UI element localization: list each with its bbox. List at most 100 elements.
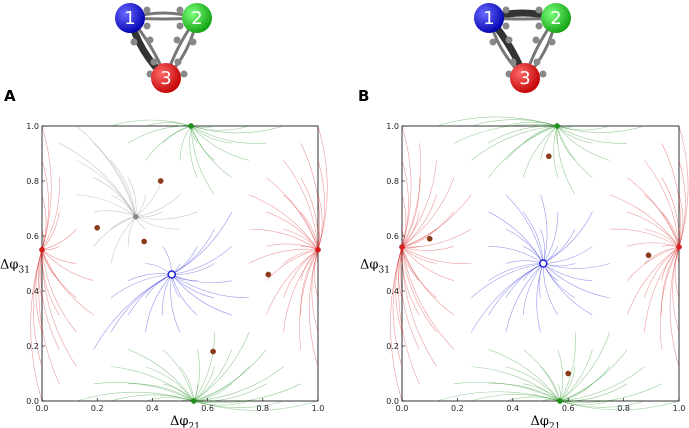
flow-line [609, 194, 680, 248]
flow-line [266, 211, 319, 250]
flow-line [317, 125, 328, 250]
flow-line [644, 228, 680, 248]
flow-line [397, 246, 403, 298]
network-dot [174, 58, 182, 66]
flow-line [59, 142, 137, 217]
flow-line [248, 194, 319, 250]
flow-line [559, 366, 610, 402]
x-tick-label: 0.4 [506, 404, 519, 413]
flow-line [556, 125, 576, 161]
flow-line [401, 194, 472, 248]
flow-line [471, 125, 558, 161]
flow-line [33, 249, 43, 367]
node-label: 3 [160, 68, 171, 89]
fixed-point [565, 370, 572, 377]
flow-line [536, 263, 544, 333]
flow-line [505, 263, 544, 299]
flow-line [41, 249, 94, 281]
flow-line [30, 249, 43, 402]
flow-line [471, 119, 558, 127]
flow-line [401, 246, 472, 265]
flow-line [193, 349, 200, 402]
flow-line [179, 125, 192, 161]
y-axis-symbol: Δφ [0, 258, 19, 273]
flow-line [41, 249, 77, 367]
fixed-point [141, 238, 147, 245]
y-axis-label: Δφ31 [0, 258, 30, 276]
flow-line [559, 400, 680, 411]
flow-line [162, 349, 195, 402]
flow-line [171, 274, 232, 316]
flow-line [266, 177, 319, 250]
flow-line [400, 246, 420, 350]
x-axis-subscript: 21 [189, 422, 200, 428]
flow-line [193, 383, 267, 402]
flow-line [35, 249, 43, 333]
flow-line [76, 160, 137, 217]
x-tick-label: 0.8 [617, 404, 630, 413]
fixed-point [645, 252, 652, 259]
fixed-point [94, 224, 101, 231]
flow-line [661, 246, 680, 281]
y-tick-label: 0.2 [386, 342, 399, 351]
flow-line [93, 142, 137, 217]
flow-line [436, 116, 558, 127]
flow-line [505, 228, 544, 264]
plot-frame [41, 125, 319, 402]
y-tick-label: 0.8 [26, 177, 39, 186]
network-dot [533, 58, 541, 66]
flow-line [40, 249, 60, 350]
flow-line [522, 211, 544, 264]
flow-line [266, 243, 319, 251]
network-diagram: 1 2 3 [115, 3, 212, 93]
network-dot [548, 38, 556, 46]
flow-line [626, 177, 680, 248]
x-axis-symbol: Δφ [531, 414, 550, 428]
flow-line [436, 391, 560, 402]
flow-line [128, 125, 192, 144]
flow-line [93, 382, 194, 402]
flow-line [661, 211, 680, 248]
fixed-point [399, 244, 405, 250]
flow-line [171, 274, 232, 283]
flow-line [283, 194, 319, 250]
flow-line [190, 125, 284, 134]
flow-line [145, 274, 172, 333]
flow-line [559, 332, 611, 402]
flow-line [401, 228, 472, 248]
flow-line [678, 160, 686, 248]
node-label: 1 [483, 8, 494, 29]
flow-line [300, 249, 319, 281]
flow-line [110, 274, 172, 299]
network-node [151, 63, 181, 93]
flow-line [193, 349, 233, 402]
flow-line [145, 125, 192, 161]
flow-line [266, 249, 319, 281]
flow-line [557, 125, 610, 131]
flow-line [300, 211, 319, 250]
network-dot [143, 22, 151, 30]
flow-line [401, 125, 412, 248]
flow-line [309, 249, 319, 367]
flow-line [488, 246, 544, 264]
flow-line [556, 125, 610, 161]
flow-line [556, 125, 593, 178]
flow-line [559, 383, 662, 403]
flow-line [401, 246, 420, 281]
flow-line [193, 366, 215, 402]
flow-line [171, 211, 233, 275]
flow-line [505, 125, 558, 161]
y-axis-subscript: 31 [19, 266, 30, 276]
flow-line [401, 228, 437, 248]
flow-line [488, 125, 558, 178]
node-label: 3 [519, 68, 530, 89]
flow-line [553, 125, 559, 178]
flow-line [644, 246, 680, 333]
flow-line [669, 246, 680, 367]
flow-line [110, 194, 137, 217]
flow-line [471, 263, 544, 299]
flow-line [543, 211, 593, 264]
network-node [115, 3, 145, 33]
flow-line [41, 177, 60, 250]
